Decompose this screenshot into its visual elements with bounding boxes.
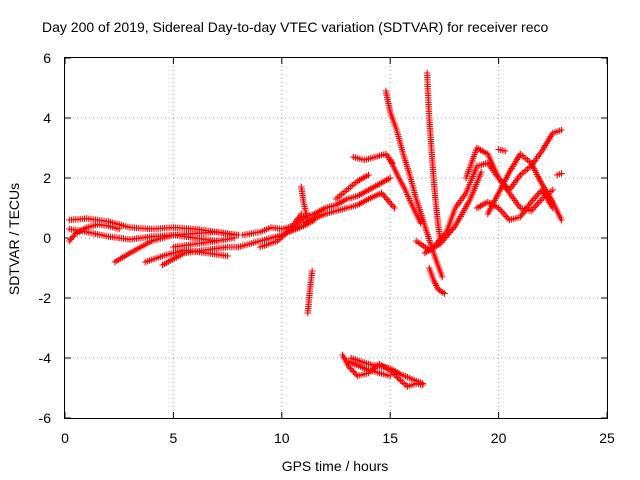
data-point bbox=[478, 168, 485, 176]
y-tick-label: 4 bbox=[43, 110, 51, 126]
data-point bbox=[347, 365, 354, 372]
data-point bbox=[501, 147, 509, 155]
data-series bbox=[66, 69, 565, 390]
series-track-20 bbox=[382, 87, 446, 281]
axis-ticks: 0 5 10 15 20 25 -6 -4 -2 0 2 4 6 bbox=[39, 50, 615, 446]
data-point bbox=[353, 371, 360, 378]
data-point bbox=[558, 216, 565, 224]
y-tick-label: -4 bbox=[39, 350, 52, 366]
series-track-17 bbox=[343, 357, 394, 380]
x-tick-label: 25 bbox=[599, 430, 615, 446]
x-tick-label: 20 bbox=[491, 430, 507, 446]
y-axis-label: SDTVAR / TECUs bbox=[6, 183, 22, 295]
series-track-24 bbox=[426, 264, 448, 297]
data-point bbox=[116, 225, 123, 233]
data-point bbox=[309, 267, 316, 275]
y-tick-label: -2 bbox=[39, 290, 52, 306]
x-tick-label: 0 bbox=[61, 430, 69, 446]
series-track-28 bbox=[473, 186, 556, 224]
y-tick-label: -6 bbox=[39, 410, 52, 426]
data-point bbox=[391, 204, 398, 212]
data-point bbox=[549, 186, 556, 194]
series-track-22 bbox=[423, 69, 444, 242]
data-point bbox=[419, 380, 426, 387]
x-tick-label: 5 bbox=[170, 430, 178, 446]
data-point bbox=[549, 204, 556, 212]
y-tick-label: 2 bbox=[43, 170, 51, 186]
y-tick-label: 0 bbox=[43, 230, 51, 246]
series-track-11 bbox=[289, 174, 394, 233]
data-point bbox=[439, 273, 446, 281]
series-track-6 bbox=[159, 243, 242, 269]
series-track-18 bbox=[348, 354, 426, 387]
series-track-21 bbox=[387, 156, 424, 227]
grid-lines bbox=[65, 58, 607, 418]
data-point bbox=[304, 216, 311, 224]
chart-title: Day 200 of 2019, Sidereal Day-to-day VTE… bbox=[42, 19, 548, 35]
data-point bbox=[387, 174, 394, 182]
y-tick-label: 6 bbox=[43, 50, 51, 66]
series-track-29 bbox=[495, 146, 509, 155]
data-point bbox=[558, 170, 565, 177]
series-track-13 bbox=[332, 171, 372, 203]
data-point bbox=[417, 219, 424, 227]
series-track-19 bbox=[350, 150, 396, 167]
x-axis-label: GPS time / hours bbox=[282, 458, 389, 474]
data-point bbox=[351, 369, 358, 377]
series-track-30 bbox=[553, 170, 565, 179]
data-point bbox=[441, 290, 448, 297]
data-point bbox=[350, 368, 357, 375]
x-tick-label: 15 bbox=[382, 430, 398, 446]
series-track-14 bbox=[298, 183, 311, 224]
data-point bbox=[230, 234, 238, 242]
x-tick-label: 10 bbox=[274, 430, 290, 446]
data-point bbox=[387, 372, 394, 380]
series-track-12 bbox=[300, 189, 398, 227]
plot-frame bbox=[64, 57, 608, 419]
series-track-23 bbox=[413, 168, 485, 254]
data-point bbox=[224, 252, 231, 260]
data-point bbox=[365, 171, 372, 179]
series-track-15 bbox=[304, 267, 316, 317]
data-point bbox=[558, 126, 565, 134]
data-point bbox=[348, 366, 356, 374]
series-track-7 bbox=[170, 234, 238, 251]
series-track-3 bbox=[66, 221, 123, 245]
